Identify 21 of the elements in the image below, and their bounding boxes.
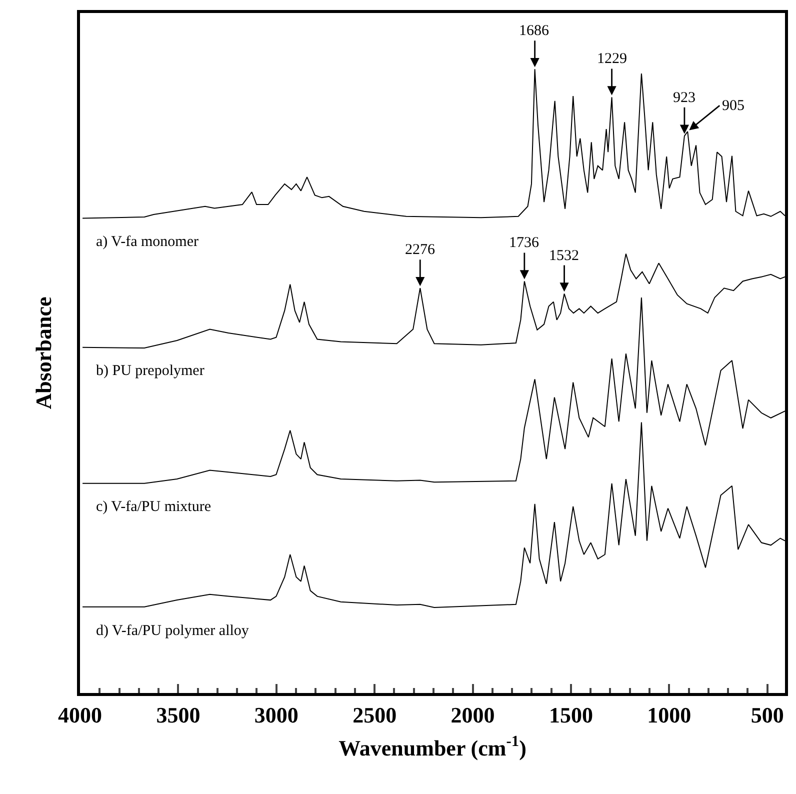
- x-tick-label: 3500: [156, 702, 200, 728]
- x-tick-label: 1000: [647, 702, 692, 728]
- x-tick-label: 1500: [548, 702, 593, 728]
- series-label: d) V-fa/PU polymer alloy: [96, 623, 250, 639]
- series-label: b) PU prepolymer: [96, 363, 204, 379]
- annotation: 1532: [549, 248, 579, 264]
- annotation: 923: [673, 90, 696, 106]
- x-tick-label: 3000: [254, 702, 298, 728]
- annotation: 1229: [597, 51, 627, 67]
- annotation: 1736: [509, 235, 540, 251]
- annotation: 1686: [519, 23, 550, 39]
- annotation: 905: [722, 98, 744, 114]
- series-label: c) V-fa/PU mixture: [96, 499, 212, 515]
- series-label: a) V-fa monomer: [96, 234, 198, 250]
- x-tick-label: 2500: [352, 702, 397, 728]
- y-axis-title: Absorbance: [30, 296, 56, 410]
- x-axis-title: Wavenumber (cm$^{-1}$): [338, 733, 526, 760]
- x-tick-label: 500: [750, 702, 784, 728]
- x-tick-label: 4000: [58, 702, 102, 728]
- annotation: 2276: [405, 242, 436, 258]
- x-tick-label: 2000: [450, 702, 495, 728]
